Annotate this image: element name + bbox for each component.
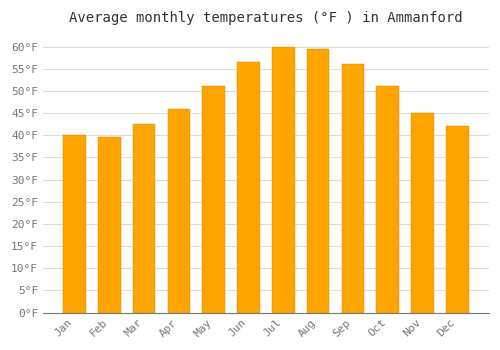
Bar — [168, 108, 190, 313]
Bar — [63, 135, 86, 313]
Bar — [202, 86, 225, 313]
Bar — [307, 49, 330, 313]
Bar — [133, 124, 156, 313]
Bar — [237, 62, 260, 313]
Bar — [272, 47, 294, 313]
Bar — [342, 64, 364, 313]
Bar — [376, 86, 399, 313]
Bar — [98, 138, 120, 313]
Bar — [411, 113, 434, 313]
Bar — [446, 126, 468, 313]
Title: Average monthly temperatures (°F ) in Ammanford: Average monthly temperatures (°F ) in Am… — [69, 11, 462, 25]
